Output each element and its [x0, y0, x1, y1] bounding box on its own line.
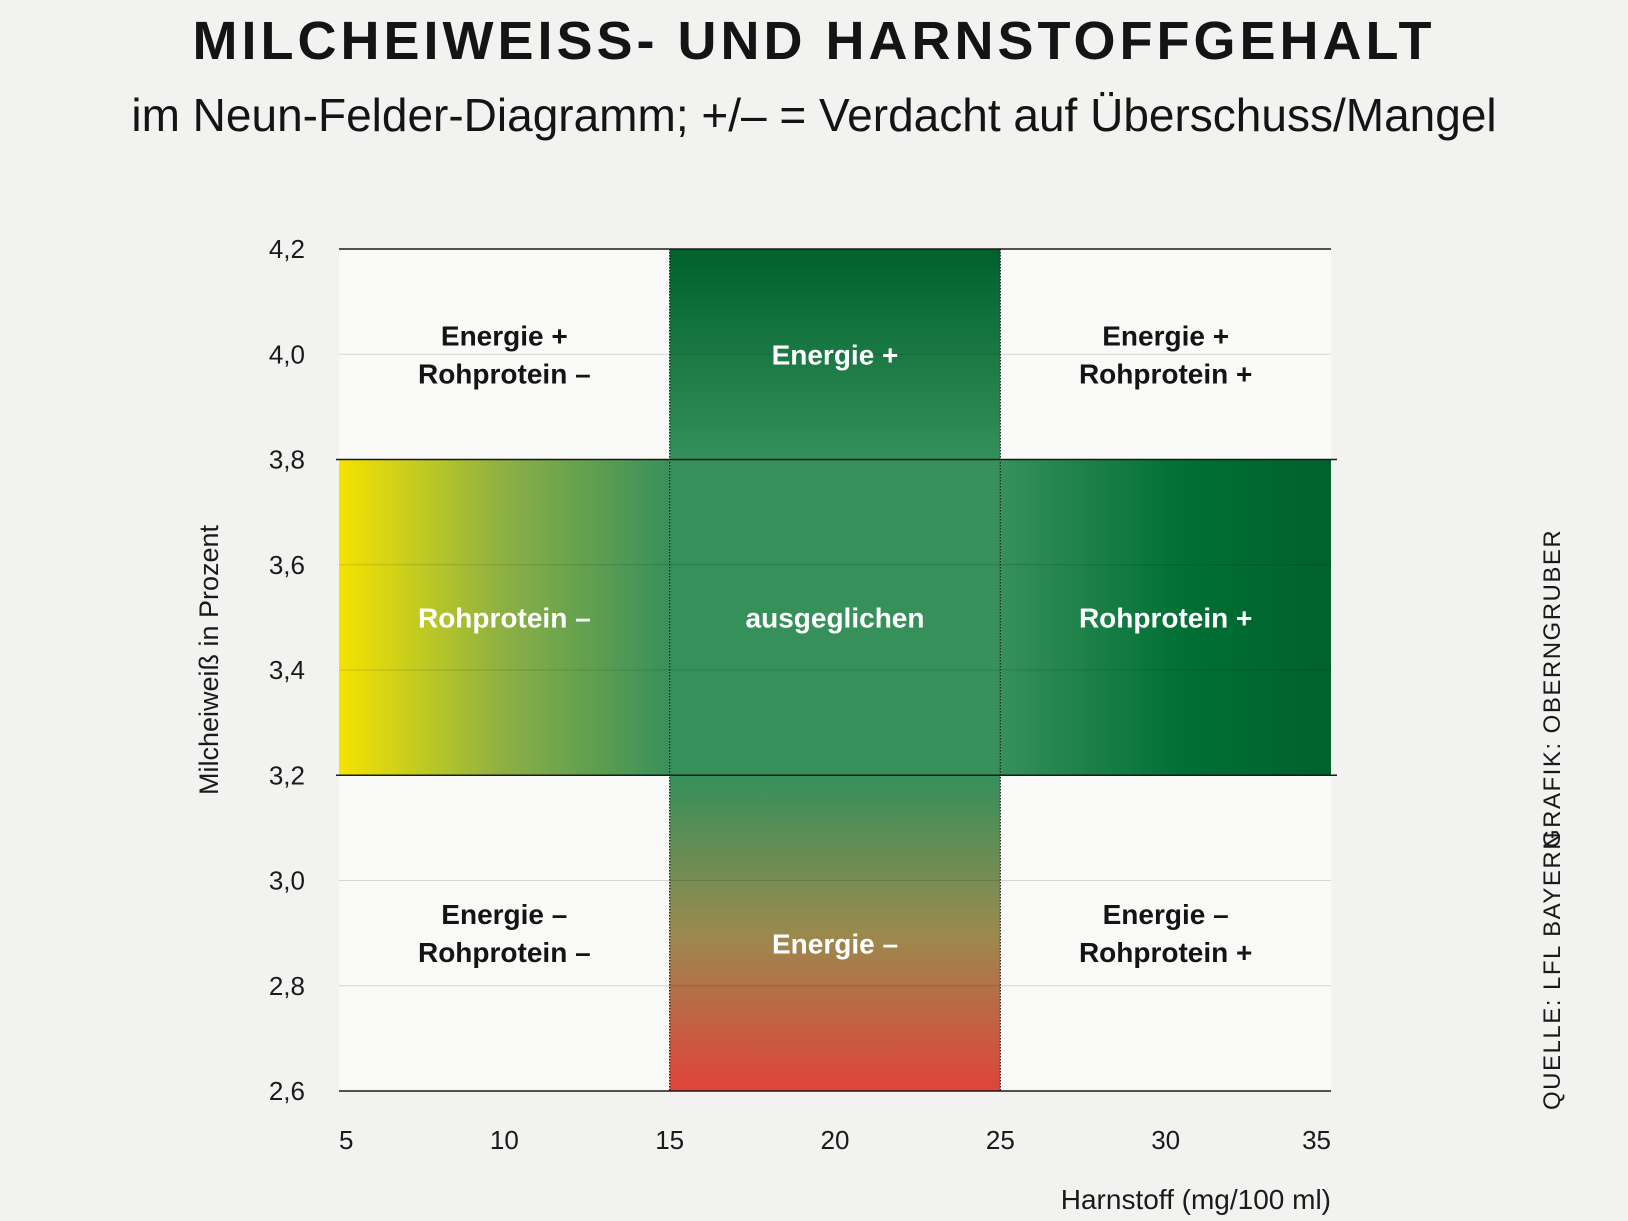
y-tick-label-2: 3,0 [269, 866, 305, 896]
field-middle-center [669, 459, 1001, 776]
y-tick-label-8: 4,2 [269, 234, 305, 264]
y-tick-label-4: 3,4 [269, 655, 305, 685]
y-axis-label: Milcheiweiß in Prozent [194, 524, 224, 795]
field-label-bottom-left-0: Energie – [441, 899, 567, 930]
y-tick-label-5: 3,6 [269, 550, 305, 580]
x-tick-label-4: 25 [986, 1125, 1015, 1155]
field-label-bottom-right-0: Energie – [1103, 899, 1229, 930]
field-label-bottom-right-1: Rohprotein + [1079, 937, 1252, 968]
x-axis-label: Harnstoff (mg/100 ml) [1061, 1184, 1331, 1215]
field-bottom-right [1000, 775, 1331, 1091]
x-tick-label-1: 10 [490, 1125, 519, 1155]
field-label-bottom-left-1: Rohprotein – [418, 937, 591, 968]
field-label-bottom-center-0: Energie – [772, 929, 898, 960]
y-tick-label-0: 2,6 [269, 1076, 305, 1106]
x-tick-label-2: 15 [655, 1125, 684, 1155]
chart-subtitle: im Neun-Felder-Diagramm; +/– = Verdacht … [131, 89, 1497, 141]
field-bottom-left [339, 775, 670, 1091]
x-tick-label-0: 5 [339, 1125, 353, 1155]
x-tick-label-5: 30 [1151, 1125, 1180, 1155]
field-bottom-center [669, 775, 1001, 1091]
field-label-top-center-0: Energie + [772, 339, 899, 370]
field-middle-right [1000, 459, 1331, 776]
y-tick-label-6: 3,8 [269, 445, 305, 475]
field-top-left [339, 249, 670, 460]
field-label-middle-right-0: Rohprotein + [1079, 602, 1252, 633]
field-label-top-right-1: Rohprotein + [1079, 358, 1252, 389]
x-tick-label-3: 20 [821, 1125, 850, 1155]
y-tick-label-3: 3,2 [269, 760, 305, 790]
field-label-middle-center-0: ausgeglichen [746, 602, 925, 633]
field-middle-left [339, 459, 670, 776]
field-top-right [1000, 249, 1331, 460]
field-label-top-right-0: Energie + [1102, 320, 1229, 351]
field-label-top-left-0: Energie + [441, 320, 568, 351]
field-label-top-left-1: Rohprotein – [418, 358, 591, 389]
y-tick-label-1: 2,8 [269, 971, 305, 1001]
field-label-middle-left-0: Rohprotein – [418, 602, 591, 633]
x-tick-label-6: 35 [1302, 1125, 1331, 1155]
field-top-center [669, 249, 1001, 460]
y-tick-label-7: 4,0 [269, 339, 305, 369]
credit-block: QUELLE: LFL BAYERN GRAFIK: OBERNGRUBER [1524, 529, 1566, 1113]
source-credit: QUELLE: LFL BAYERN [1539, 830, 1566, 1110]
graphic-credit: GRAFIK: OBERNGRUBER [1539, 528, 1566, 848]
chart-title: MILCHEIWEISS- UND HARNSTOFFGEHALT [192, 11, 1436, 71]
